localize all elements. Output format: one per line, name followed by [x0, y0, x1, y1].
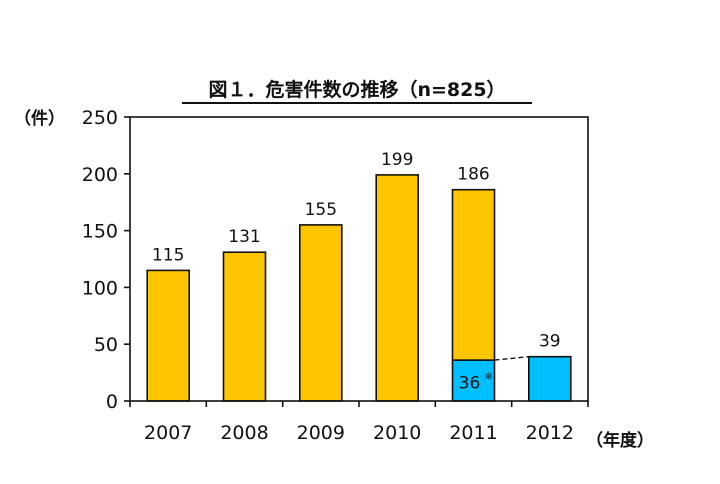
- data-label-2007: 115: [152, 245, 184, 265]
- bars-layer: [146, 174, 572, 402]
- data-label-2008: 131: [228, 227, 260, 247]
- dashed-connector: [494, 356, 529, 361]
- x-axis-unit: （年度）: [586, 430, 654, 451]
- bar-2009-series-0: [298, 224, 343, 402]
- x-tick-label-2012: 2012: [526, 422, 574, 444]
- y-tick-label-100: 100: [82, 277, 118, 299]
- x-tick-label-2010: 2010: [373, 422, 421, 444]
- bar-2008-series-0: [222, 251, 267, 402]
- labels-layer: 115 2007 131 2008 155 2009 199 2010 186 2011 39 201…: [144, 150, 574, 444]
- y-axis-unit: （件）: [14, 108, 65, 129]
- bar-2011-series-0: [451, 188, 496, 361]
- bar-2007-series-0: [146, 269, 190, 402]
- note-mark-2011: ※: [485, 372, 493, 383]
- axis-layer: 0 50 100 150 200 250: [82, 107, 589, 413]
- x-tick-label-2009: 2009: [297, 422, 345, 444]
- x-tick-label-2011: 2011: [449, 422, 497, 444]
- y-tick-label-50: 50: [94, 334, 118, 356]
- y-tick-label-200: 200: [82, 164, 118, 186]
- data-label-2012: 39: [539, 332, 561, 352]
- x-tick-label-2007: 2007: [144, 422, 192, 444]
- inner-label-2011: 36: [459, 374, 481, 394]
- data-label-2009: 155: [305, 200, 337, 220]
- bar-2012-series-1: [527, 355, 572, 402]
- y-tick-label-250: 250: [82, 107, 118, 129]
- chart-title: 図１．危害件数の推移（n=825）: [208, 78, 505, 101]
- bar-2010-series-0: [375, 174, 420, 402]
- data-label-2011: 186: [457, 165, 489, 185]
- y-tick-label-0: 0: [106, 391, 118, 413]
- y-tick-label-150: 150: [82, 221, 118, 243]
- data-label-2010: 199: [381, 150, 413, 170]
- plot-frame: [129, 116, 589, 402]
- x-tick-label-2008: 2008: [220, 422, 268, 444]
